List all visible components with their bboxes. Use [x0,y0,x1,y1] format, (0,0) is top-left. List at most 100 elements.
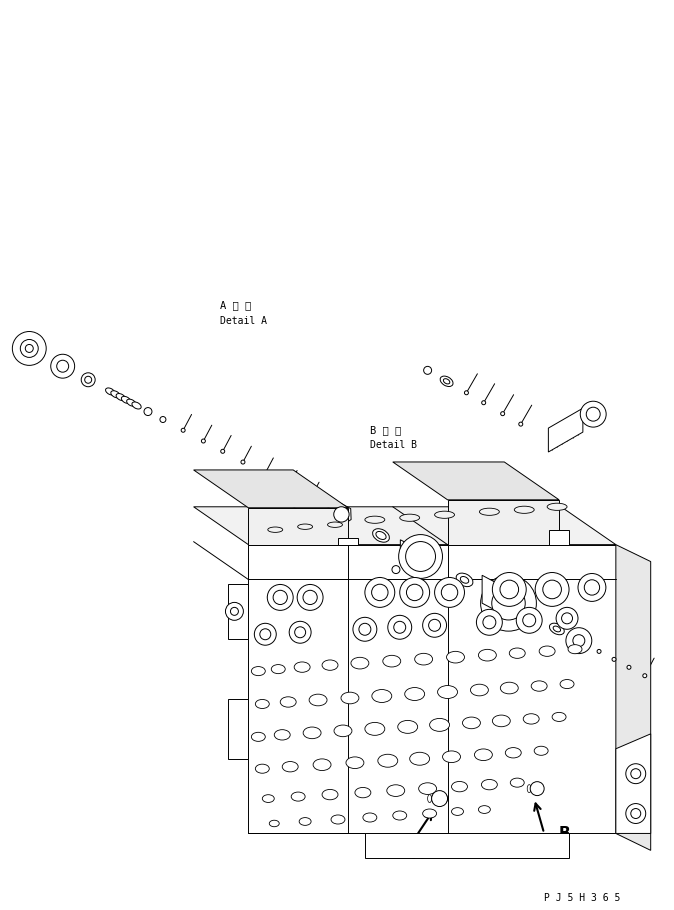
Ellipse shape [479,650,496,661]
Circle shape [220,450,224,453]
Ellipse shape [553,626,561,632]
Circle shape [493,572,526,606]
Ellipse shape [331,815,345,824]
Circle shape [597,650,601,653]
Circle shape [398,534,442,579]
Circle shape [51,354,75,379]
Polygon shape [193,507,616,544]
Polygon shape [228,584,248,639]
Ellipse shape [346,757,364,769]
Text: P J 5 H 3 6 5: P J 5 H 3 6 5 [545,894,621,903]
Circle shape [181,429,185,432]
Ellipse shape [282,762,298,772]
Circle shape [625,763,646,784]
Circle shape [144,408,152,416]
Ellipse shape [298,524,313,530]
Polygon shape [549,409,583,452]
Text: Detail B: Detail B [370,440,417,450]
Text: B 詳 細: B 詳 細 [370,425,401,435]
Ellipse shape [429,718,450,732]
Polygon shape [332,503,351,525]
Ellipse shape [365,516,385,523]
Ellipse shape [398,721,418,733]
Circle shape [429,620,441,632]
Circle shape [241,460,245,464]
Circle shape [523,614,536,627]
Circle shape [289,622,311,643]
Ellipse shape [439,794,443,803]
Text: A: A [412,847,423,862]
Circle shape [309,496,313,500]
Ellipse shape [268,527,282,532]
Circle shape [631,809,641,818]
Ellipse shape [363,813,377,822]
Ellipse shape [270,820,279,826]
Ellipse shape [341,693,359,703]
Ellipse shape [479,805,491,814]
Polygon shape [338,538,358,544]
Ellipse shape [393,811,406,820]
Ellipse shape [443,794,448,803]
Circle shape [297,584,323,611]
Ellipse shape [568,644,582,653]
Ellipse shape [435,794,439,803]
Circle shape [286,484,290,489]
Ellipse shape [378,754,398,767]
Ellipse shape [351,657,369,669]
Ellipse shape [419,783,437,794]
Circle shape [388,615,412,639]
Circle shape [483,616,496,629]
Circle shape [12,331,47,366]
Circle shape [365,578,395,607]
Circle shape [85,376,92,383]
Circle shape [160,417,166,422]
Ellipse shape [322,789,338,800]
Text: B: B [558,826,570,841]
Circle shape [643,673,647,678]
Ellipse shape [474,749,493,761]
Ellipse shape [435,511,454,519]
Ellipse shape [309,694,327,706]
Ellipse shape [531,784,535,793]
Circle shape [543,581,561,599]
Ellipse shape [274,730,290,740]
Ellipse shape [299,817,311,825]
Ellipse shape [313,759,331,771]
Circle shape [371,584,388,601]
Ellipse shape [427,794,431,803]
Ellipse shape [376,531,386,540]
Polygon shape [193,470,348,508]
Ellipse shape [535,784,539,793]
Circle shape [516,607,542,633]
Circle shape [477,610,502,635]
Ellipse shape [365,723,385,735]
Text: Detail A: Detail A [220,316,268,326]
Ellipse shape [479,508,499,515]
Circle shape [566,628,592,653]
Ellipse shape [437,685,458,699]
Circle shape [202,439,206,443]
Ellipse shape [116,393,125,400]
Ellipse shape [255,700,270,709]
Circle shape [500,581,518,599]
Ellipse shape [280,697,296,707]
Polygon shape [228,699,248,759]
Circle shape [394,622,406,633]
Ellipse shape [462,717,481,729]
Circle shape [400,578,429,607]
Ellipse shape [415,653,433,665]
Ellipse shape [322,660,338,671]
Polygon shape [400,540,412,558]
Polygon shape [448,500,559,544]
Ellipse shape [383,655,401,667]
Ellipse shape [500,682,518,693]
Ellipse shape [255,764,270,774]
Circle shape [392,566,400,573]
Ellipse shape [121,397,131,403]
Circle shape [359,623,371,635]
Ellipse shape [127,399,136,406]
Ellipse shape [531,681,547,692]
Ellipse shape [271,664,285,673]
Ellipse shape [447,652,464,663]
Ellipse shape [456,573,473,587]
